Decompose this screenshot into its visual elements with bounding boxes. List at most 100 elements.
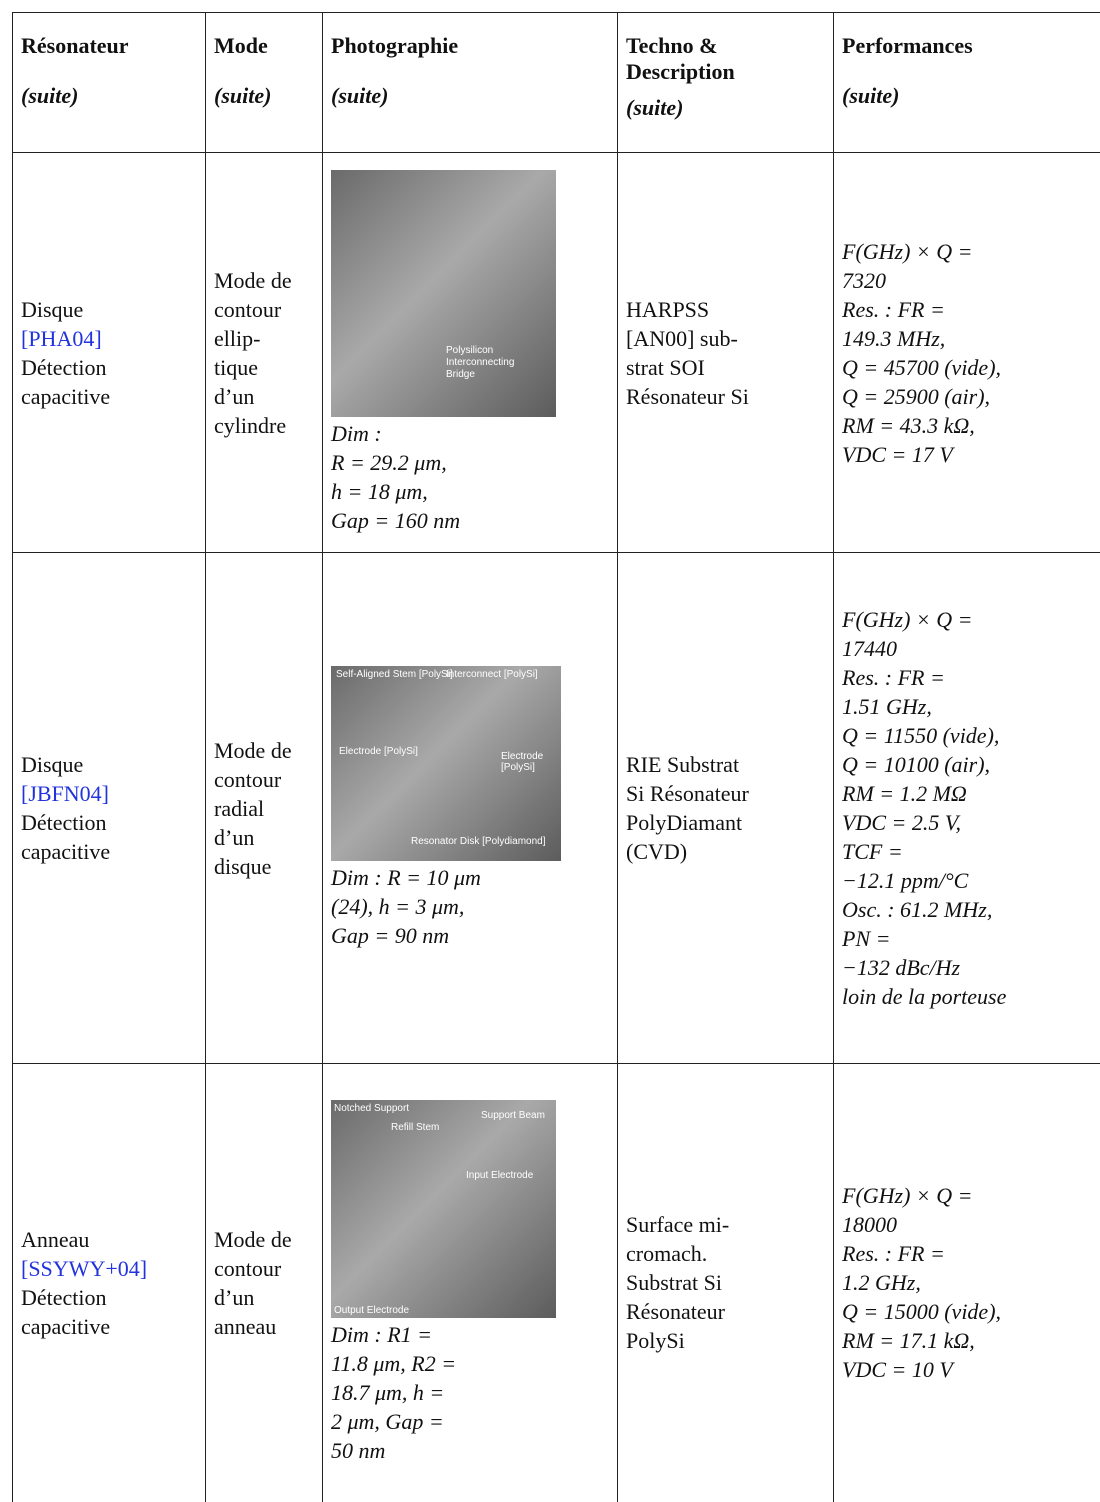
- header-cell: Techno &Description(suite): [618, 13, 834, 153]
- text-line: 1.2 GHz,: [842, 1268, 1092, 1297]
- photo-label: Polysilicon: [446, 345, 493, 356]
- text-line: cromach.: [626, 1239, 825, 1268]
- photo: Self-Aligned Stem [PolySi]Interconnect […: [331, 666, 561, 861]
- text-line: Résonateur: [21, 33, 197, 59]
- text-line: 17440: [842, 634, 1092, 663]
- text-line: Si Résonateur: [626, 779, 825, 808]
- text-line: cylindre: [214, 411, 314, 440]
- text-line: ellip-: [214, 324, 314, 353]
- text-line: 7320: [842, 266, 1092, 295]
- text-line: F(GHz) × Q =: [842, 605, 1092, 634]
- photo-label: Self-Aligned Stem [PolySi]: [336, 669, 453, 680]
- header-sub: (suite): [214, 81, 314, 110]
- text-line: contour: [214, 295, 314, 324]
- text-line: radial: [214, 794, 314, 823]
- photo-label: Resonator Disk [Polydiamond]: [411, 836, 546, 847]
- text-line: 18000: [842, 1210, 1092, 1239]
- photo-cell: Self-Aligned Stem [PolySi]Interconnect […: [323, 553, 618, 1064]
- text-line: [PHA04]: [21, 324, 197, 353]
- text-line: F(GHz) × Q =: [842, 1181, 1092, 1210]
- text-line: Res. : FR =: [842, 295, 1092, 324]
- text-line: d’un: [214, 382, 314, 411]
- header-row: Résonateur (suite) Mode (suite) Photographie…: [13, 13, 1100, 153]
- text-line: −12.1 ppm/°C: [842, 866, 1092, 895]
- text-line: TCF =: [842, 837, 1092, 866]
- text-line: Résonateur Si: [626, 382, 825, 411]
- text-line: Détection: [21, 1283, 197, 1312]
- text-line: Mode: [214, 33, 314, 59]
- header-sub: (suite): [21, 81, 197, 110]
- text-line: Q = 45700 (vide),: [842, 353, 1092, 382]
- text-line: [JBFN04]: [21, 779, 197, 808]
- text-line: capacitive: [21, 837, 197, 866]
- text-line: [SSYWY+04]: [21, 1254, 197, 1283]
- text-line: Substrat Si: [626, 1268, 825, 1297]
- text-line: d’un: [214, 823, 314, 852]
- text-line: Détection: [21, 353, 197, 382]
- photo-label: Input Electrode: [466, 1170, 533, 1181]
- text-line: 2 μm, Gap =: [331, 1407, 609, 1436]
- text-line: Gap = 160 nm: [331, 506, 609, 535]
- text-line: 11.8 μm, R2 =: [331, 1349, 609, 1378]
- text-line: contour: [214, 765, 314, 794]
- text-line: strat SOI: [626, 353, 825, 382]
- text-line: PolyDiamant: [626, 808, 825, 837]
- text-line: VDC = 10 V: [842, 1355, 1092, 1384]
- text-line: Dim :: [331, 419, 609, 448]
- photo-label: Refill Stem: [391, 1122, 439, 1133]
- text-line: Surface mi-: [626, 1210, 825, 1239]
- text-line: VDC = 17 V: [842, 440, 1092, 469]
- text-line: Q = 25900 (air),: [842, 382, 1092, 411]
- header-cell: Mode (suite): [206, 13, 323, 153]
- table: Résonateur (suite) Mode (suite) Photographie…: [12, 12, 1100, 1502]
- text-line: Gap = 90 nm: [331, 921, 609, 950]
- text-line: loin de la porteuse: [842, 982, 1092, 1011]
- text-line: RIE Substrat: [626, 750, 825, 779]
- photo-label: Electrode [PolySi]: [339, 746, 418, 757]
- text-line: RM = 1.2 MΩ: [842, 779, 1092, 808]
- text-line: contour: [214, 1254, 314, 1283]
- text-line: Q = 15000 (vide),: [842, 1297, 1092, 1326]
- text-line: RM = 43.3 kΩ,: [842, 411, 1092, 440]
- text-line: h = 18 μm,: [331, 477, 609, 506]
- header-cell: Performances(suite): [834, 13, 1100, 153]
- text-line: Res. : FR =: [842, 663, 1092, 692]
- text-line: Q = 11550 (vide),: [842, 721, 1092, 750]
- text-line: F(GHz) × Q =: [842, 237, 1092, 266]
- text-line: capacitive: [21, 382, 197, 411]
- text-line: [AN00] sub-: [626, 324, 825, 353]
- text-line: Mode de: [214, 266, 314, 295]
- text-line: 1.51 GHz,: [842, 692, 1092, 721]
- text-line: RM = 17.1 kΩ,: [842, 1326, 1092, 1355]
- text-line: Performances: [842, 33, 1092, 59]
- photo-label: Interconnect [PolySi]: [446, 669, 538, 680]
- photo-label: Electrode [PolySi]: [501, 751, 561, 773]
- text-line: capacitive: [21, 1312, 197, 1341]
- text-line: Osc. : 61.2 MHz,: [842, 895, 1092, 924]
- text-line: Mode de: [214, 736, 314, 765]
- text-line: Dim : R = 10 μm: [331, 863, 609, 892]
- text-line: HARPSS: [626, 295, 825, 324]
- text-line: Mode de: [214, 1225, 314, 1254]
- header-cell: Résonateur (suite): [13, 13, 206, 153]
- text-line: R = 29.2 μm,: [331, 448, 609, 477]
- photo-label: Bridge: [446, 369, 475, 380]
- text-line: Photographie: [331, 33, 609, 59]
- text-line: Techno &: [626, 33, 825, 59]
